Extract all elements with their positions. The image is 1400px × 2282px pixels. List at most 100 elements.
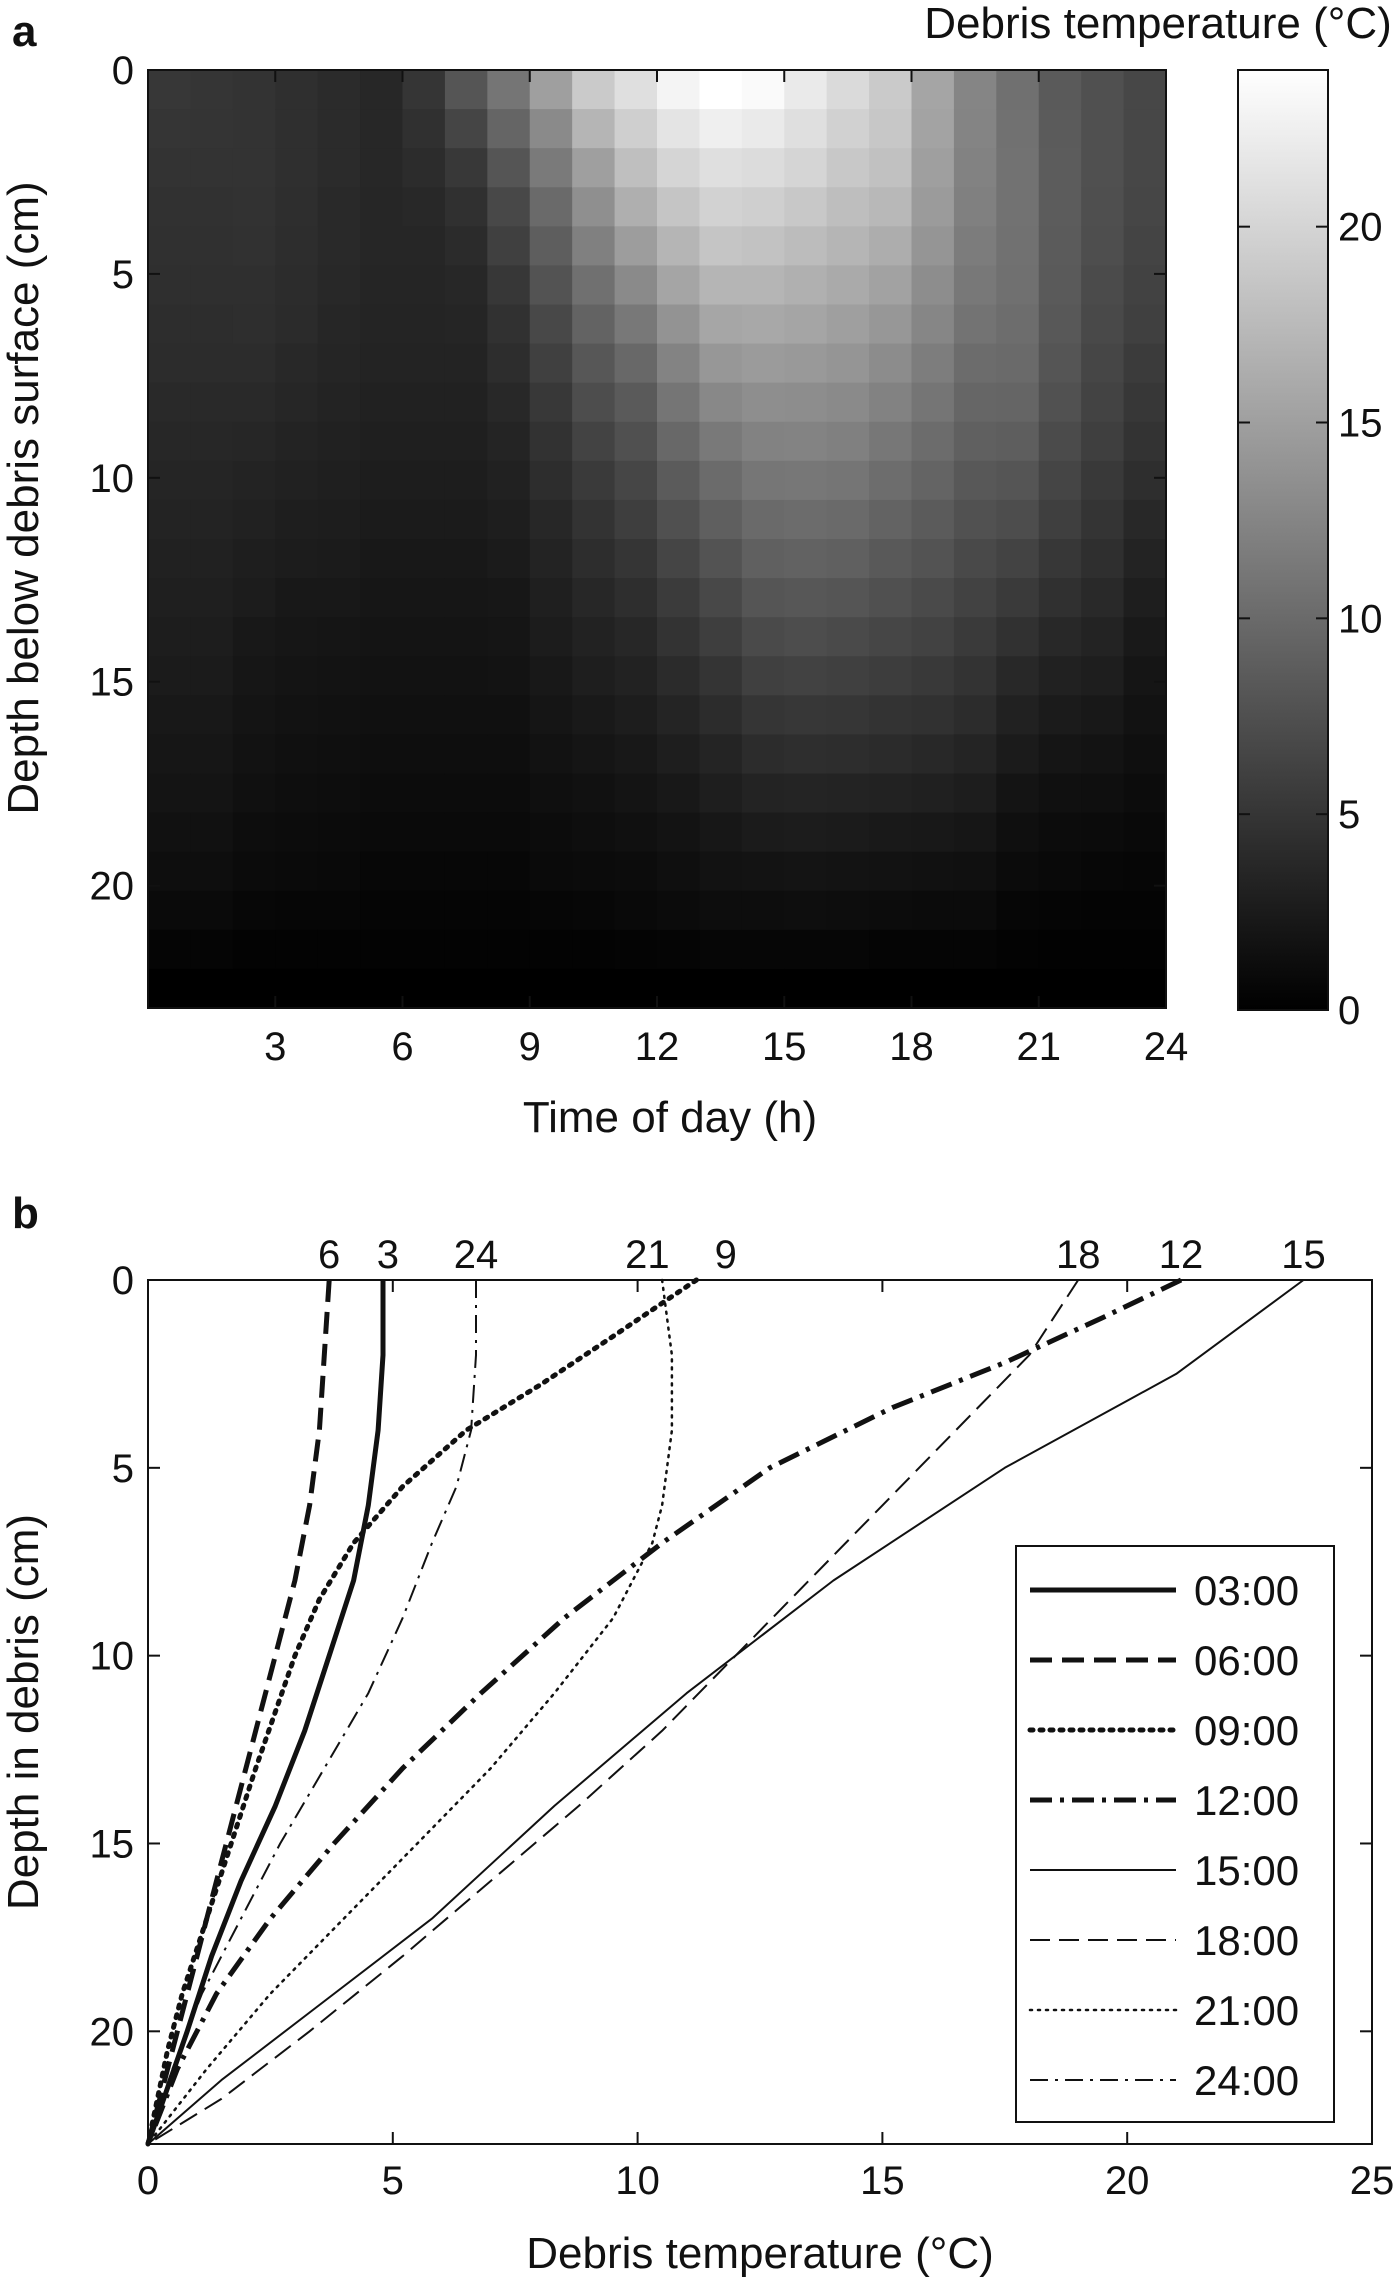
line-x-tick-label: 5 <box>382 2159 404 2203</box>
heatmap-cell <box>996 460 1040 501</box>
heatmap-cell <box>444 460 488 501</box>
heatmap-cell <box>190 890 234 931</box>
heatmap-cell <box>190 70 234 110</box>
heatmap-cell <box>826 499 870 540</box>
heatmap-cell <box>699 265 743 306</box>
heatmap-cell <box>741 695 785 736</box>
heatmap-cell <box>657 695 701 736</box>
heatmap-cell <box>232 304 276 345</box>
heatmap-cell <box>487 382 531 423</box>
heatmap-cell <box>869 304 913 345</box>
heatmap-cell <box>529 968 573 1009</box>
heatmap-y-tick-label: 20 <box>90 865 135 909</box>
heatmap-cell <box>1081 187 1125 227</box>
heatmap-x-axis: 3 6 9 12 15 18 21 24 <box>264 70 1188 1069</box>
heatmap-cell <box>996 773 1040 814</box>
heatmap-cell <box>614 656 658 696</box>
heatmap-cell <box>1081 890 1125 931</box>
heatmap-cell <box>741 578 785 618</box>
heatmap-cell <box>911 499 955 540</box>
heatmap-cell <box>953 187 997 227</box>
heatmap-cell <box>232 539 276 579</box>
heatmap-cell <box>784 695 828 736</box>
heatmap-cell <box>699 695 743 736</box>
heatmap-cell <box>360 148 404 188</box>
series-line-1500 <box>147 1279 1305 2145</box>
series-line-1800 <box>147 1279 1080 2145</box>
heatmap-cell <box>148 109 192 149</box>
heatmap-cell <box>953 578 997 618</box>
heatmap-cell <box>826 343 870 384</box>
heatmap-cell <box>487 343 531 384</box>
heatmap-cell <box>572 539 616 579</box>
heatmap-cell <box>1038 304 1082 345</box>
line-y-tick-label: 15 <box>90 1822 135 1866</box>
heatmap-cell <box>869 656 913 696</box>
heatmap-cell <box>529 421 573 462</box>
heatmap-cell <box>953 812 997 853</box>
legend-box <box>1015 1545 1335 2123</box>
heatmap-cell <box>444 109 488 149</box>
heatmap-cell <box>1038 968 1082 1009</box>
heatmap-cell <box>784 382 828 423</box>
heatmap-cell <box>953 773 997 814</box>
heatmap-cell <box>826 773 870 814</box>
heatmap-cell <box>911 968 955 1009</box>
heatmap-cell <box>996 304 1040 345</box>
line-x-tick-label: 0 <box>137 2159 159 2203</box>
heatmap-cell <box>190 851 234 892</box>
heatmap-cell <box>657 343 701 384</box>
heatmap-cell <box>190 226 234 267</box>
heatmap-cell <box>614 617 658 657</box>
heatmap-cell <box>317 265 361 306</box>
heatmap-cell <box>911 734 955 775</box>
heatmap-cell <box>402 890 446 931</box>
heatmap-cell <box>1123 382 1167 423</box>
heatmap-cell <box>148 617 192 657</box>
heatmap-cell <box>911 812 955 853</box>
heatmap-cell <box>317 382 361 423</box>
heatmap-cell <box>1038 265 1082 306</box>
heatmap-cell <box>317 773 361 814</box>
heatmap-cell <box>1081 304 1125 345</box>
heatmap-cell <box>869 460 913 501</box>
heatmap-cell <box>657 968 701 1009</box>
heatmap-cell <box>699 421 743 462</box>
heatmap-cell <box>232 656 276 696</box>
heatmap-cell <box>953 539 997 579</box>
heatmap-cell <box>869 617 913 657</box>
heatmap-cell <box>275 656 319 696</box>
heatmap-cell <box>487 851 531 892</box>
line-x-tick-label: 10 <box>615 2159 660 2203</box>
heatmap-cell <box>148 812 192 853</box>
heatmap-cell <box>826 968 870 1009</box>
heatmap-cell <box>148 578 192 618</box>
heatmap-cell <box>741 148 785 188</box>
heatmap-cell <box>572 109 616 149</box>
heatmap-cell <box>953 968 997 1009</box>
heatmap-cell <box>741 421 785 462</box>
heatmap-cell <box>317 812 361 853</box>
heatmap-cell <box>232 695 276 736</box>
heatmap-cell <box>699 304 743 345</box>
heatmap-cell <box>1081 265 1125 306</box>
heatmap-cell <box>657 421 701 462</box>
heatmap-cell <box>360 226 404 267</box>
series-line-2100 <box>146 1278 674 2146</box>
heatmap-cell <box>784 304 828 345</box>
heatmap-cell <box>996 187 1040 227</box>
heatmap-cell <box>741 460 785 501</box>
heatmap-cell <box>487 109 531 149</box>
heatmap-cell <box>614 734 658 775</box>
heatmap-cell <box>402 109 446 149</box>
heatmap-cell <box>317 578 361 618</box>
heatmap-cell <box>826 382 870 423</box>
heatmap-cell <box>826 148 870 188</box>
heatmap-cell <box>614 929 658 970</box>
heatmap-cell <box>826 812 870 853</box>
heatmap-cell <box>657 460 701 501</box>
heatmap-cell <box>190 148 234 188</box>
heatmap-cell <box>275 773 319 814</box>
heatmap-cell <box>487 890 531 931</box>
heatmap-x-tick-label: 21 <box>1017 1025 1062 1069</box>
